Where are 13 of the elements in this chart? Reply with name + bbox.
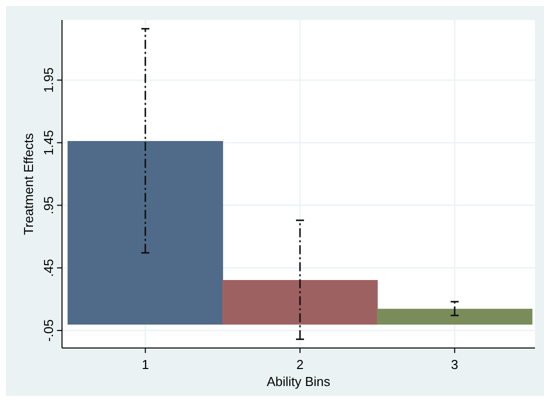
y-tick-label: -.05 [41,319,56,342]
bar [376,308,532,325]
y-tick-label: .95 [41,196,56,214]
x-tick-label: 1 [142,357,149,372]
x-tick-label: 3 [451,357,458,372]
bar [222,280,378,325]
x-tick-label: 2 [296,357,304,372]
bar [68,141,224,325]
y-tick-label: 1.95 [41,67,56,93]
y-tick-label: .45 [41,258,56,277]
x-axis-title: Ability Bins [266,374,331,389]
y-tick-label: 1.45 [41,130,56,156]
y-axis-title: Treatment Effects [21,132,36,235]
